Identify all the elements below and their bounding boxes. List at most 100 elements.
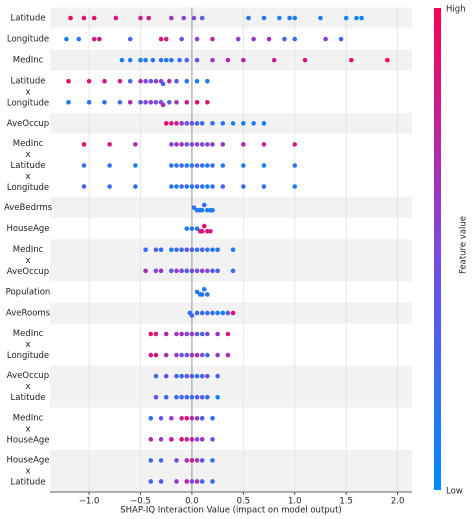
dot (230, 247, 236, 253)
dot (174, 268, 179, 274)
dot (174, 121, 179, 126)
dot (205, 142, 210, 147)
row-label: x (25, 172, 30, 182)
dot (201, 286, 207, 292)
row-band (50, 49, 412, 71)
dot (174, 373, 179, 379)
dot (359, 15, 364, 21)
dot (163, 394, 169, 400)
dot (199, 15, 205, 21)
dot (153, 247, 159, 253)
dot (153, 78, 159, 84)
dot (215, 268, 220, 274)
dot (208, 228, 213, 234)
row-label: Latitude (11, 76, 46, 86)
dot (292, 142, 298, 147)
dot (210, 268, 215, 274)
row-label: AveRooms (6, 308, 51, 318)
dot (169, 437, 174, 442)
dot (189, 313, 195, 318)
dot (194, 78, 200, 84)
dot (194, 142, 200, 147)
dot (199, 415, 205, 421)
row-label: AveOccup (7, 371, 49, 381)
dot (158, 479, 164, 484)
dot (150, 57, 156, 63)
dot (302, 57, 308, 63)
dot (107, 163, 112, 168)
dot (191, 205, 197, 210)
dot (210, 415, 215, 421)
dot (174, 479, 179, 484)
x-axis-label: SHAP-IQ Interaction Value (impact on mod… (120, 506, 341, 516)
dot (143, 78, 148, 84)
dot (166, 99, 172, 105)
dot (266, 36, 272, 42)
dot (194, 121, 200, 126)
dot (205, 394, 210, 400)
dot (225, 352, 231, 358)
dot (194, 268, 200, 274)
dot (199, 247, 205, 253)
row-label: x (25, 256, 30, 266)
dot (117, 99, 123, 105)
dot (138, 57, 143, 63)
row-label: MedInc (13, 413, 44, 423)
dot (153, 373, 159, 379)
dot (81, 142, 87, 147)
dot (133, 142, 138, 147)
dot (184, 226, 190, 231)
dot (174, 331, 179, 337)
dot (163, 57, 169, 63)
dot (127, 78, 133, 84)
dot (184, 394, 190, 400)
row-band (50, 365, 412, 408)
dot (174, 78, 179, 84)
dot (189, 142, 195, 147)
dot (220, 163, 226, 168)
dot (199, 292, 205, 297)
dot (191, 15, 197, 21)
dot (86, 78, 92, 84)
dot (189, 121, 195, 126)
dot (68, 15, 73, 21)
row-label: MedInc (13, 56, 44, 66)
dot (174, 142, 179, 147)
dot (146, 15, 152, 21)
dot (158, 437, 164, 442)
dot (184, 415, 190, 421)
dot (158, 36, 164, 42)
dot (113, 15, 119, 21)
dot (160, 102, 166, 108)
dot (205, 310, 210, 316)
dot (205, 163, 210, 168)
dot (354, 15, 359, 21)
dot (292, 36, 298, 42)
dot (230, 310, 236, 316)
dot (235, 36, 241, 42)
dot (287, 15, 292, 21)
colorbar-high: High (446, 5, 466, 15)
dot (282, 36, 287, 42)
row-label: AveOccup (7, 267, 49, 277)
dot (189, 226, 195, 231)
row-label: Longitude (7, 98, 49, 108)
dot (194, 331, 200, 337)
dot (215, 331, 220, 337)
dot (107, 142, 112, 147)
row-label: x (25, 340, 30, 350)
dot (199, 184, 205, 189)
dot (292, 15, 298, 21)
colorbar-low: Low (446, 487, 463, 497)
dot (199, 228, 205, 234)
dot (148, 415, 154, 421)
row-label: x (25, 382, 30, 392)
dot (385, 57, 390, 63)
dot (241, 163, 246, 168)
dot (179, 437, 184, 442)
dot (138, 99, 143, 105)
dot (153, 99, 159, 105)
dot (81, 184, 87, 189)
dot (174, 394, 179, 400)
dot (169, 15, 174, 21)
